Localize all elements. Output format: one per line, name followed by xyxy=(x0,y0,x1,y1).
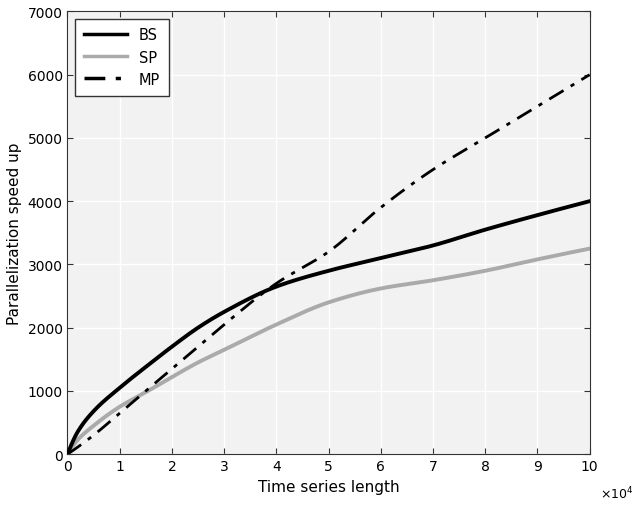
MP xyxy=(154,378,162,384)
BS xyxy=(575,201,583,208)
SP xyxy=(575,248,583,254)
SP xyxy=(154,382,162,388)
BS xyxy=(123,379,131,385)
MP xyxy=(287,272,294,278)
Text: $\times10^4$: $\times10^4$ xyxy=(600,485,634,502)
MP xyxy=(519,113,527,119)
MP xyxy=(123,404,131,410)
BS xyxy=(154,355,162,361)
BS xyxy=(519,217,527,223)
Legend: BS, SP, MP: BS, SP, MP xyxy=(75,20,169,96)
SP xyxy=(287,316,294,322)
SP xyxy=(586,246,593,252)
SP xyxy=(123,399,131,406)
MP xyxy=(63,451,71,458)
BS xyxy=(63,451,71,458)
SP xyxy=(519,260,527,266)
BS xyxy=(264,287,271,293)
BS xyxy=(586,199,593,205)
SP xyxy=(264,326,271,332)
BS xyxy=(287,279,294,285)
Line: SP: SP xyxy=(67,249,589,454)
Line: MP: MP xyxy=(67,76,589,454)
MP xyxy=(575,79,583,85)
MP xyxy=(264,287,271,293)
Line: BS: BS xyxy=(67,202,589,454)
MP xyxy=(586,73,593,79)
X-axis label: Time series length: Time series length xyxy=(258,479,399,493)
SP xyxy=(63,451,71,458)
Y-axis label: Parallelization speed up: Parallelization speed up xyxy=(7,142,22,324)
